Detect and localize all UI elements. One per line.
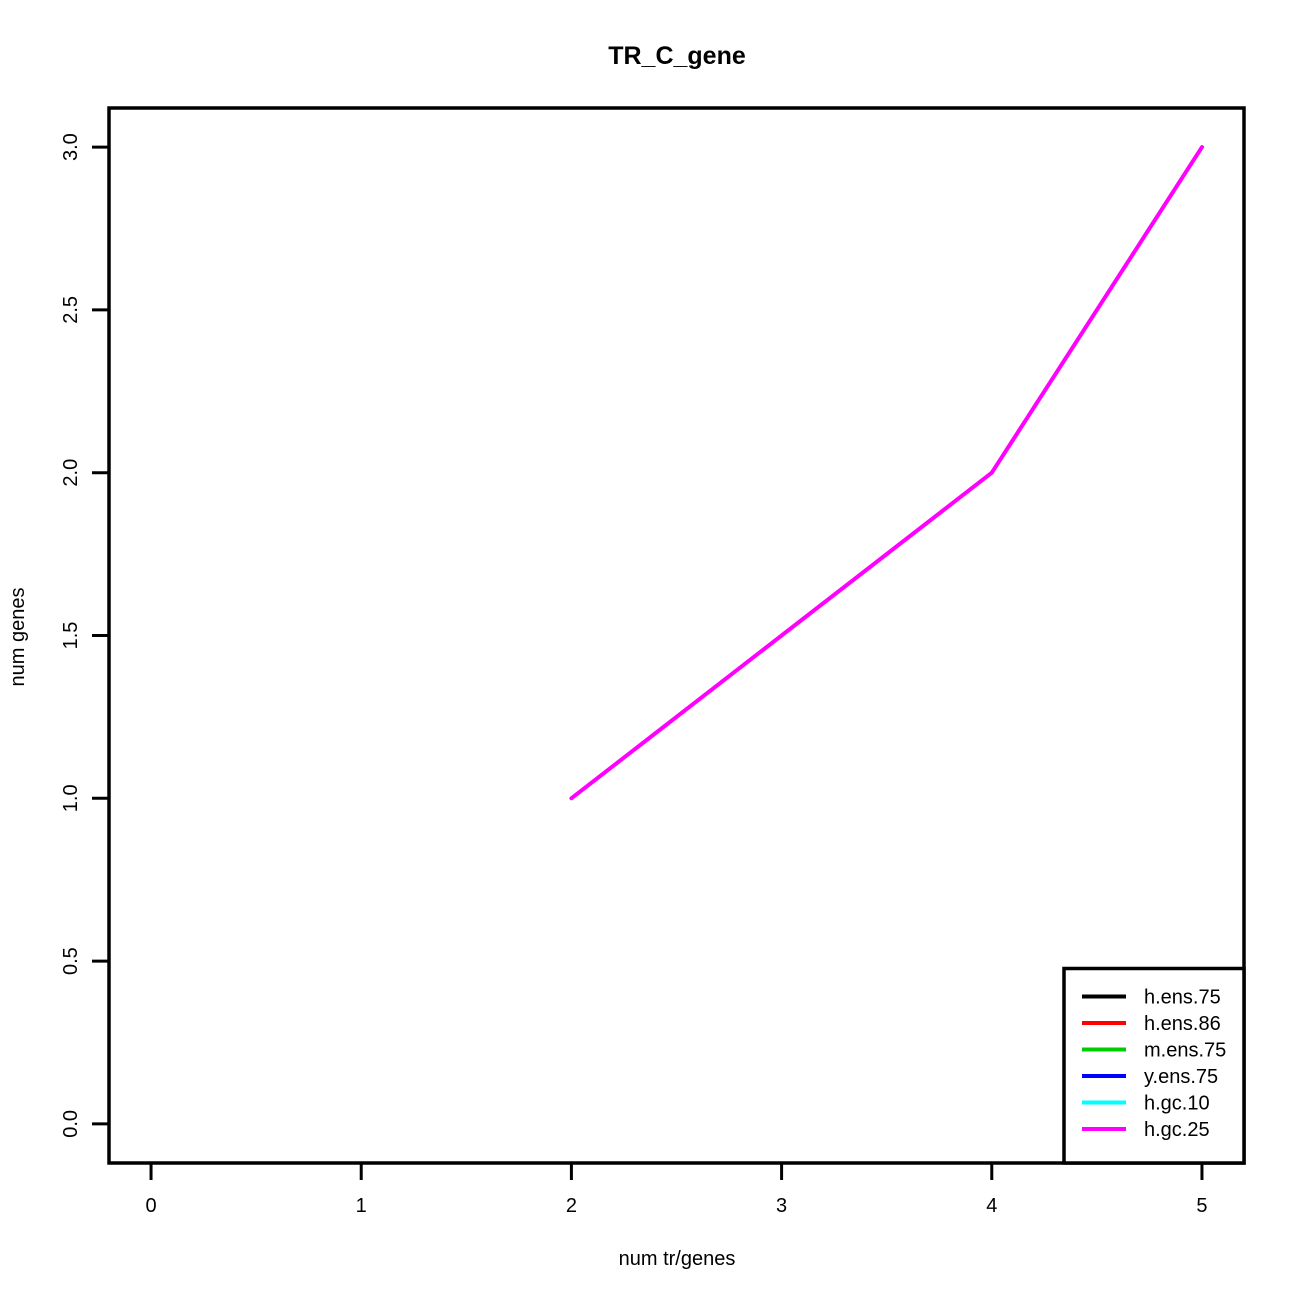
series-line-h.gc.25 <box>569 145 1204 801</box>
y-tick-label: 1.5 <box>60 622 82 650</box>
x-tick-label: 2 <box>566 1195 577 1217</box>
y-tick-label: 2.0 <box>60 459 82 487</box>
y-axis-label: num genes <box>7 588 29 687</box>
legend-box <box>1062 966 1246 1165</box>
legend-label: m.ens.75 <box>1144 1040 1226 1062</box>
legend-label: h.gc.10 <box>1144 1093 1210 1115</box>
legend-label: h.ens.75 <box>1144 987 1221 1009</box>
legend-label: h.ens.86 <box>1144 1013 1221 1035</box>
x-tick-label: 4 <box>986 1195 997 1217</box>
y-tick-label: 1.0 <box>60 784 82 812</box>
y-tick-label: 0.0 <box>60 1110 82 1138</box>
legend-label: h.gc.25 <box>1144 1119 1210 1141</box>
axes-layer: 0 1 2 3 4 5 0.0 0.5 1.0 1.5 2.0 2.5 3.0 <box>60 133 1208 1217</box>
y-tick-label: 0.5 <box>60 947 82 975</box>
x-tick-label: 5 <box>1196 1195 1207 1217</box>
x-tick-label: 3 <box>776 1195 787 1217</box>
legend-label: y.ens.75 <box>1144 1066 1218 1088</box>
y-tick-label: 2.5 <box>60 296 82 324</box>
chart-title: TR_C_gene <box>608 42 746 70</box>
y-tick-label: 3.0 <box>60 133 82 161</box>
x-axis-label: num tr/genes <box>619 1248 736 1270</box>
legend: h.ens.75 h.ens.86 m.ens.75 y.ens.75 h.gc.10 h… <box>1062 966 1246 1165</box>
x-tick-label: 1 <box>356 1195 367 1217</box>
series-layer <box>569 145 1204 801</box>
x-tick-label: 0 <box>145 1195 156 1217</box>
